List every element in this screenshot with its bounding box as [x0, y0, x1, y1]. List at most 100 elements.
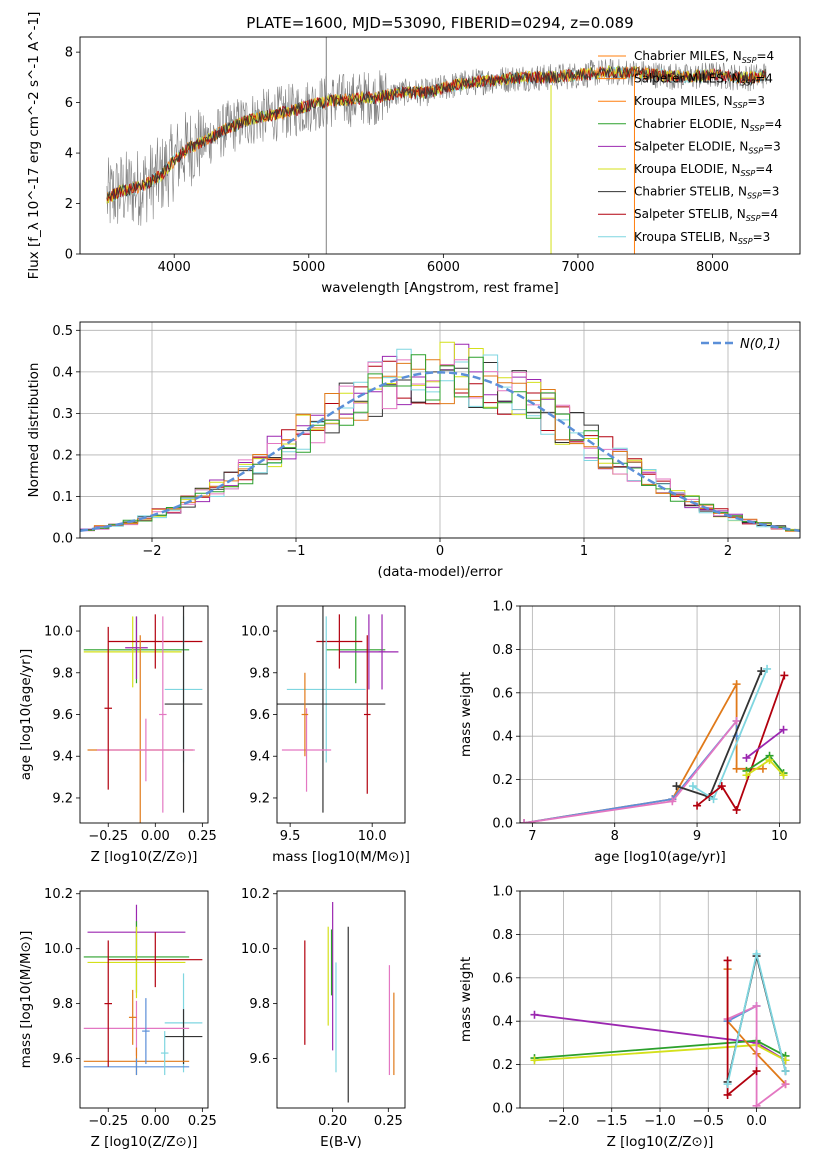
data-point-marker — [709, 795, 718, 804]
panel-age_vs_Z: −0.25 0.00 0.25 9.2 9.4 9.6 9.8 10.0 Z [log10(Z/… — [18, 605, 217, 865]
plot-area-mw_vs_Z — [520, 891, 800, 1108]
y-tick-label: 10.0 — [241, 625, 270, 640]
data-point-marker — [520, 819, 529, 823]
y-axis-label: Flux [f_λ 10^-17 erg cm^-2 s^-1 A^-1] — [26, 12, 42, 280]
x-tick-label: 8000 — [696, 260, 729, 275]
data-point-marker — [781, 1067, 790, 1076]
x-tick-label: 9.5 — [280, 829, 301, 844]
x-tick-label: 0.00 — [141, 1114, 170, 1129]
axes-frame — [79, 605, 209, 824]
x-tick-label: 2 — [724, 544, 732, 559]
data-point-marker — [752, 949, 761, 958]
legend-entry: Chabrier MILES, NSSP=4 — [634, 49, 774, 65]
y-tick-label: 8 — [65, 46, 73, 61]
x-tick-label: 0.20 — [318, 1114, 347, 1129]
x-tick-label: 0.25 — [188, 829, 217, 844]
y-tick-label: 10.2 — [241, 887, 270, 902]
y-tick-label: 0.6 — [492, 971, 513, 986]
panel-mass_vs_Z: −0.25 0.00 0.25 9.6 9.8 10.0 10.2 Z [log10(Z/Z⊙… — [18, 887, 217, 1150]
axes-frame — [79, 36, 801, 255]
x-axis-label: mass [log10(M/M⊙)] — [272, 849, 410, 865]
axes-frame — [79, 321, 801, 539]
data-point-marker — [732, 717, 741, 726]
x-tick-label: 10.0 — [358, 829, 387, 844]
x-tick-label: 1 — [580, 544, 588, 559]
y-tick-label: 0.8 — [492, 928, 513, 943]
y-axis-label: mass [log10(M/M⊙)] — [18, 931, 34, 1069]
series-line — [727, 1004, 787, 1108]
legend-entry: Salpeter STELIB, NSSP=4 — [634, 207, 778, 223]
data-point-marker — [752, 1101, 761, 1108]
x-tick-label: 4000 — [158, 260, 191, 275]
histogram-step-line — [80, 354, 800, 531]
legend-entry: Kroupa MILES, NSSP=3 — [634, 94, 765, 110]
data-point-marker — [688, 782, 697, 791]
x-axis-label: (data-model)/error — [377, 564, 503, 580]
y-tick-label: 2 — [65, 197, 73, 212]
data-point-marker — [723, 1080, 732, 1089]
x-tick-label: −0.25 — [88, 1114, 128, 1129]
data-point-marker — [732, 764, 741, 773]
x-tick-label: −0.5 — [692, 1114, 724, 1129]
y-tick-label: 9.8 — [249, 997, 270, 1012]
x-tick-label: 7 — [528, 829, 536, 844]
data-point-marker — [723, 1090, 732, 1099]
data-point-marker — [757, 667, 766, 676]
y-tick-label: 9.2 — [249, 791, 270, 806]
panel-mass_vs_ebv: 0.20 0.25 9.6 9.8 10.0 10.2 E(B-V) — [241, 887, 406, 1150]
plot-area-mass_vs_ebv — [304, 901, 395, 1103]
x-tick-label: −1.5 — [596, 1114, 628, 1129]
y-tick-label: 10.0 — [241, 942, 270, 957]
x-tick-label: 0.25 — [188, 1114, 217, 1129]
x-tick-label: 7000 — [561, 260, 594, 275]
y-tick-label: 9.4 — [249, 750, 270, 765]
axes-frame — [79, 890, 209, 1109]
y-tick-label: 9.6 — [249, 1052, 270, 1067]
data-point-marker — [752, 1067, 761, 1076]
y-tick-label: 0.4 — [492, 1015, 513, 1030]
y-tick-label: 6 — [65, 96, 73, 111]
y-tick-label: 9.8 — [249, 666, 270, 681]
axes-frame — [519, 890, 801, 1109]
axes-frame — [276, 605, 406, 824]
legend-entry: Chabrier ELODIE, NSSP=4 — [634, 117, 782, 133]
x-tick-label: −2 — [142, 544, 161, 559]
data-point-marker — [779, 771, 788, 780]
data-point-marker — [717, 782, 726, 791]
x-tick-label: 0.0 — [746, 1114, 767, 1129]
legend-entry: Chabrier STELIB, NSSP=3 — [634, 185, 779, 201]
data-point-marker — [530, 1010, 539, 1019]
series-line — [745, 728, 785, 759]
panel-age_vs_mass: 9.5 10.0 9.2 9.4 9.6 9.8 10.0 mass [log10(M/M⊙)… — [241, 605, 410, 865]
data-point-marker — [742, 753, 751, 762]
y-tick-label: 0.3 — [52, 407, 73, 422]
x-tick-label: −1.0 — [644, 1114, 676, 1129]
y-tick-label: 9.2 — [52, 791, 73, 806]
y-tick-label: 9.8 — [52, 997, 73, 1012]
plot-area-mass_vs_Z — [83, 904, 203, 1076]
data-point-marker — [758, 764, 767, 773]
data-point-marker — [668, 797, 677, 806]
x-tick-label: 0 — [436, 544, 444, 559]
legend-entry: N(0,1) — [740, 337, 781, 352]
x-tick-label: 0.00 — [141, 829, 170, 844]
data-point-marker — [742, 771, 751, 780]
data-point-marker — [732, 680, 741, 689]
y-tick-label: 0.8 — [492, 643, 513, 658]
legend: Chabrier MILES, NSSP=4 Salpeter MILES, NS… — [598, 49, 782, 246]
y-axis-label: mass weight — [458, 957, 474, 1042]
x-axis-label: age [log10(age/yr)] — [594, 849, 726, 865]
series-line — [696, 675, 786, 813]
series-line — [726, 960, 758, 1097]
y-tick-label: 9.8 — [52, 666, 73, 681]
data-point-marker — [752, 1002, 761, 1011]
plot-area-mw_vs_age — [520, 606, 800, 823]
y-tick-label: 1.0 — [492, 600, 513, 615]
x-tick-label: 10 — [771, 829, 788, 844]
x-tick-label: 0.25 — [374, 1114, 403, 1129]
x-axis-label: Z [log10(Z/Z⊙)] — [607, 1134, 714, 1150]
legend-entry: Salpeter ELODIE, NSSP=3 — [634, 139, 781, 155]
legend-entry: Salpeter MILES, NSSP=4 — [634, 72, 773, 88]
legend-entry: Kroupa STELIB, NSSP=3 — [634, 230, 770, 246]
data-point-marker — [780, 671, 789, 680]
